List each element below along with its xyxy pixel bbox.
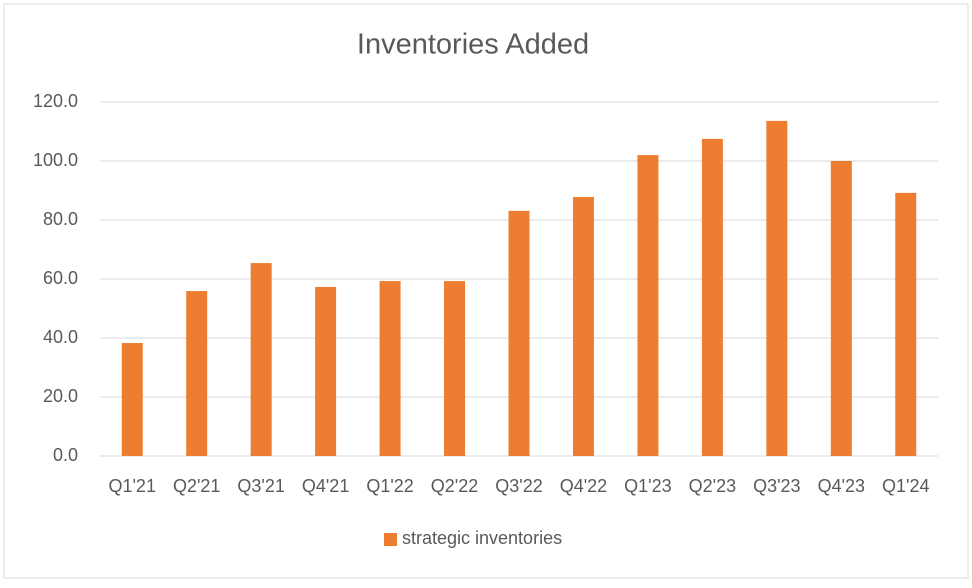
x-tick-label: Q1'21 [108, 476, 155, 496]
x-tick-label: Q3'22 [495, 476, 542, 496]
bar [701, 138, 723, 456]
bar [444, 281, 466, 456]
bar [830, 161, 852, 456]
bar [637, 155, 659, 456]
x-tick-label: Q1'24 [882, 476, 929, 496]
legend-label: strategic inventories [402, 528, 562, 548]
bar [250, 263, 272, 456]
bar [508, 210, 530, 456]
bar [766, 120, 788, 456]
chart-title: Inventories Added [357, 29, 589, 61]
x-tick-label: Q2'22 [431, 476, 478, 496]
x-tick-label: Q1'23 [624, 476, 671, 496]
x-tick-label: Q1'22 [366, 476, 413, 496]
x-tick-label: Q4'22 [560, 476, 607, 496]
x-tick-label: Q3'23 [753, 476, 800, 496]
chart-border [3, 3, 969, 579]
bar [895, 192, 917, 457]
bar [186, 291, 208, 456]
bar [572, 196, 594, 457]
legend-swatch [384, 533, 397, 546]
y-tick-label: 80.0 [43, 209, 78, 229]
x-tick-label: Q3'21 [237, 476, 284, 496]
y-tick-label: 0.0 [53, 445, 78, 465]
y-tick-label: 40.0 [43, 327, 78, 347]
x-tick-label: Q4'23 [818, 476, 865, 496]
x-tick-label: Q4'21 [302, 476, 349, 496]
bar [121, 343, 143, 456]
y-tick-label: 60.0 [43, 268, 78, 288]
bar [315, 286, 337, 456]
y-tick-label: 20.0 [43, 386, 78, 406]
y-tick-label: 120.0 [33, 91, 78, 111]
x-tick-label: Q2'23 [689, 476, 736, 496]
x-tick-label: Q2'21 [173, 476, 220, 496]
bar [379, 281, 401, 456]
y-tick-label: 100.0 [33, 150, 78, 170]
